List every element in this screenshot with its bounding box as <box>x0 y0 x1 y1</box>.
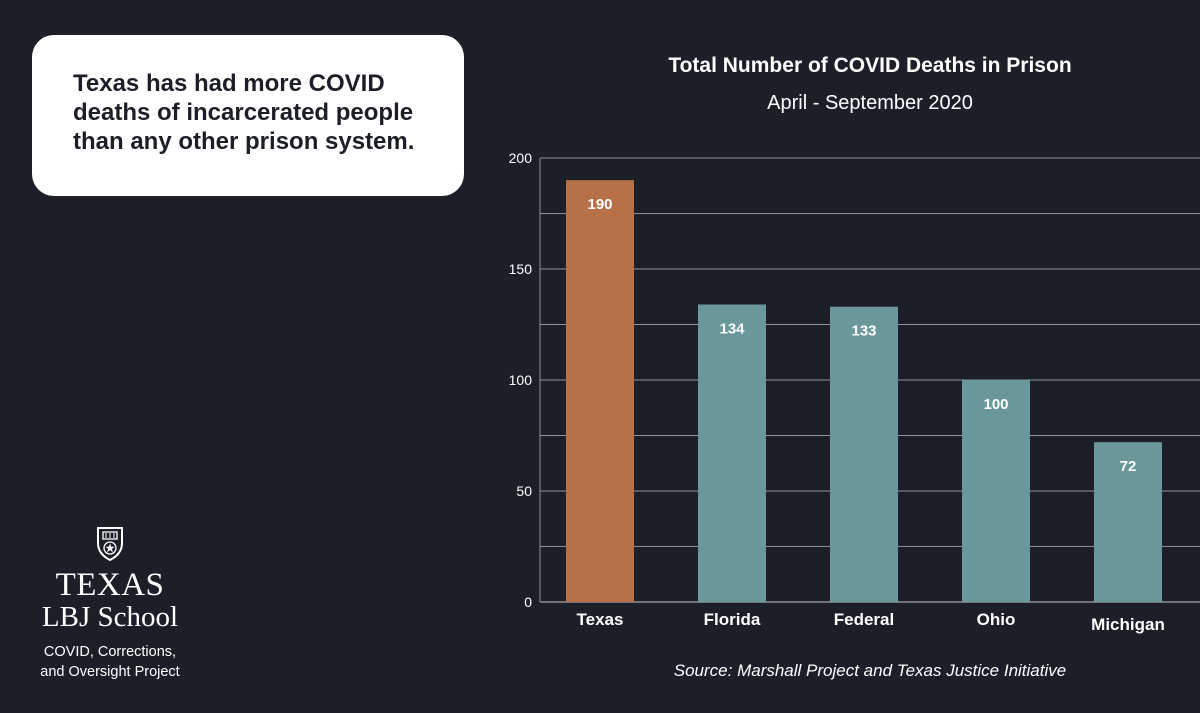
y-tick-label: 200 <box>509 150 533 166</box>
bar-value-label: 134 <box>719 321 745 338</box>
callout-line-1: Texas has had more COVID <box>73 70 385 97</box>
bar-texas <box>566 180 634 602</box>
chart-title: Total Number of COVID Deaths in Prison <box>668 54 1072 77</box>
bar-value-label: 133 <box>851 323 876 340</box>
x-tick-label: Michigan <box>1091 615 1165 634</box>
bar-value-label: 72 <box>1120 458 1137 475</box>
bar-florida <box>698 304 766 602</box>
bar-federal <box>830 306 898 602</box>
chart-subtitle: April - September 2020 <box>767 92 973 114</box>
project-name: COVID, Corrections, and Oversight Projec… <box>20 642 200 682</box>
source-note: Source: Marshall Project and Texas Justi… <box>673 661 1067 680</box>
ut-shield-icon <box>97 527 123 562</box>
x-tick-label: Texas <box>577 610 624 629</box>
x-tick-label: Florida <box>704 610 761 629</box>
bar-michigan <box>1094 442 1162 602</box>
y-tick-label: 150 <box>509 261 533 277</box>
project-name-line-2: and Oversight Project <box>40 664 180 680</box>
callout-text: Texas has had more COVID deaths of incar… <box>73 69 433 156</box>
bar-value-label: 100 <box>983 396 1008 413</box>
callout-line-3: than any other prison system. <box>73 128 415 155</box>
y-tick-label: 0 <box>524 594 532 610</box>
lbj-school-logo: TEXAS LBJ School COVID, Corrections, and… <box>20 526 200 682</box>
callout-box: Texas has had more COVID deaths of incar… <box>32 35 464 196</box>
logo-texas-text: TEXAS <box>55 567 165 603</box>
bar-ohio <box>962 380 1030 602</box>
callout-line-2: deaths of incarcerated people <box>73 99 414 126</box>
y-tick-label: 50 <box>516 483 532 499</box>
logo-lbj-text: LBJ School <box>41 601 179 633</box>
project-name-line-1: COVID, Corrections, <box>43 644 177 660</box>
x-tick-label: Federal <box>834 610 894 629</box>
y-tick-label: 100 <box>509 372 533 388</box>
bar-value-label: 190 <box>587 196 612 213</box>
x-tick-label: Ohio <box>977 610 1016 629</box>
